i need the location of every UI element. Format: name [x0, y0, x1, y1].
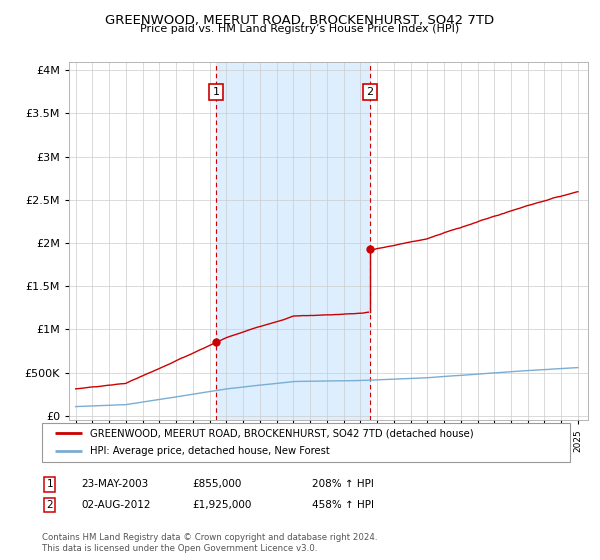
Text: HPI: Average price, detached house, New Forest: HPI: Average price, detached house, New …: [89, 446, 329, 456]
Text: Contains HM Land Registry data © Crown copyright and database right 2024.
This d: Contains HM Land Registry data © Crown c…: [42, 533, 377, 553]
Bar: [216, 62, 370, 420]
Text: 1: 1: [46, 479, 53, 489]
Text: GREENWOOD, MEERUT ROAD, BROCKENHURST, SO42 7TD (detached house): GREENWOOD, MEERUT ROAD, BROCKENHURST, SO…: [89, 428, 473, 438]
Text: 2: 2: [367, 87, 374, 97]
Text: £855,000: £855,000: [192, 479, 241, 489]
FancyBboxPatch shape: [42, 423, 570, 462]
Text: £1,925,000: £1,925,000: [192, 500, 251, 510]
Text: 208% ↑ HPI: 208% ↑ HPI: [312, 479, 374, 489]
Text: 02-AUG-2012: 02-AUG-2012: [81, 500, 151, 510]
Text: GREENWOOD, MEERUT ROAD, BROCKENHURST, SO42 7TD: GREENWOOD, MEERUT ROAD, BROCKENHURST, SO…: [106, 14, 494, 27]
Text: 2: 2: [46, 500, 53, 510]
Text: Price paid vs. HM Land Registry’s House Price Index (HPI): Price paid vs. HM Land Registry’s House …: [140, 24, 460, 34]
Text: 1: 1: [212, 87, 220, 97]
Text: 458% ↑ HPI: 458% ↑ HPI: [312, 500, 374, 510]
Text: 23-MAY-2003: 23-MAY-2003: [81, 479, 148, 489]
